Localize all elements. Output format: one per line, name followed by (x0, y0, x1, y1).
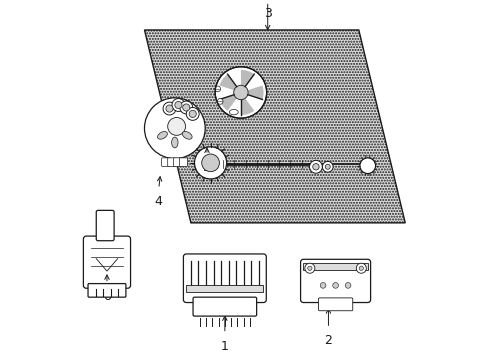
Circle shape (144, 98, 205, 158)
Circle shape (172, 99, 184, 111)
Text: 1: 1 (221, 339, 228, 352)
Ellipse shape (229, 109, 238, 115)
Text: 4: 4 (155, 195, 163, 208)
Text: 2: 2 (324, 334, 332, 347)
Circle shape (312, 163, 319, 170)
FancyBboxPatch shape (167, 158, 175, 166)
Circle shape (320, 283, 325, 288)
FancyBboxPatch shape (300, 259, 370, 302)
Wedge shape (219, 95, 236, 111)
Wedge shape (241, 98, 254, 115)
Circle shape (304, 263, 314, 273)
Circle shape (167, 117, 185, 135)
FancyBboxPatch shape (83, 236, 130, 288)
FancyBboxPatch shape (96, 210, 114, 241)
Circle shape (194, 147, 226, 179)
Ellipse shape (171, 137, 178, 148)
Circle shape (345, 283, 350, 288)
Circle shape (309, 160, 322, 173)
Circle shape (183, 104, 189, 111)
Circle shape (356, 263, 366, 273)
Circle shape (214, 86, 220, 92)
Ellipse shape (157, 131, 167, 139)
Circle shape (358, 266, 363, 270)
Circle shape (332, 283, 338, 288)
Circle shape (163, 102, 176, 115)
Wedge shape (219, 74, 236, 90)
Wedge shape (241, 70, 254, 87)
Circle shape (217, 99, 223, 104)
Circle shape (322, 161, 332, 172)
FancyBboxPatch shape (193, 297, 256, 316)
FancyBboxPatch shape (88, 284, 125, 297)
Bar (303, 263, 367, 270)
Bar (186, 285, 263, 292)
Circle shape (325, 164, 329, 169)
FancyBboxPatch shape (162, 158, 169, 166)
Circle shape (307, 266, 311, 270)
Wedge shape (247, 85, 263, 99)
Text: 5: 5 (203, 161, 210, 174)
FancyBboxPatch shape (173, 158, 181, 166)
Polygon shape (144, 30, 405, 223)
Circle shape (359, 158, 375, 174)
Circle shape (215, 67, 266, 118)
FancyBboxPatch shape (183, 254, 266, 302)
FancyBboxPatch shape (179, 158, 187, 166)
Circle shape (189, 111, 196, 117)
Ellipse shape (182, 131, 192, 139)
Circle shape (180, 101, 192, 114)
Text: 3: 3 (263, 8, 271, 21)
Circle shape (165, 105, 173, 112)
Circle shape (202, 154, 219, 172)
Text: 6: 6 (103, 289, 111, 303)
Circle shape (233, 85, 247, 100)
Circle shape (186, 108, 199, 120)
Circle shape (175, 102, 182, 109)
FancyBboxPatch shape (318, 298, 352, 311)
